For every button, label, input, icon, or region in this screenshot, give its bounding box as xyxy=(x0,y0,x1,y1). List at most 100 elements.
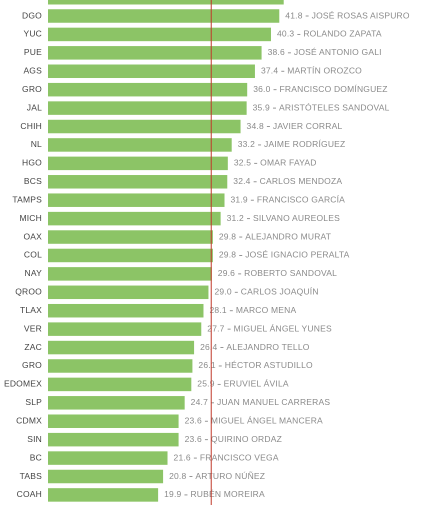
bar xyxy=(48,340,195,355)
category-label: PUE xyxy=(24,47,42,57)
category-label: BCS xyxy=(24,176,42,186)
category-label: GRO xyxy=(22,360,42,370)
name-label: FRANCISCO VEGA xyxy=(200,452,279,462)
category-label: CDMX xyxy=(16,415,42,425)
value-label: 29.6 xyxy=(218,268,235,278)
value-label: 31.9 xyxy=(231,194,248,204)
category-label: QROO xyxy=(15,287,42,297)
category-label: NL xyxy=(31,139,42,149)
bar xyxy=(48,451,168,465)
category-label: VER xyxy=(24,323,42,333)
value-label: 19.9 xyxy=(164,489,181,499)
bar xyxy=(48,432,179,447)
bar xyxy=(48,82,248,97)
value-label: 33.2 xyxy=(238,139,255,149)
name-label: CARLOS JOAQUÍN xyxy=(241,287,319,297)
value-label: 29.8 xyxy=(219,250,236,260)
category-label: CHIH xyxy=(20,121,42,131)
value-label: 21.6 xyxy=(174,452,191,462)
category-label: HGO xyxy=(22,158,42,168)
value-label: 37.4 xyxy=(261,66,278,76)
value-label: 32.4 xyxy=(233,176,250,186)
bar xyxy=(48,46,262,60)
category-label: SLP xyxy=(25,397,42,407)
name-label: HÉCTOR ASTUDILLO xyxy=(225,360,313,370)
name-label: ERUVIEL ÁVILA xyxy=(224,379,289,389)
name-label: JOSÉ IGNACIO PERALTA xyxy=(245,250,349,260)
name-label: ROLANDO ZAPATA xyxy=(303,29,381,39)
category-label: NAY xyxy=(25,268,43,278)
category-label: ZAC xyxy=(24,342,42,352)
bar xyxy=(48,396,185,410)
bar xyxy=(48,27,271,42)
bar xyxy=(48,414,179,428)
bar xyxy=(48,156,228,171)
name-label: JOSÉ ROSAS AISPURO xyxy=(312,10,410,20)
category-label: GRO xyxy=(22,84,42,94)
partial-bar xyxy=(48,0,284,5)
name-label: JAVIER CORRAL xyxy=(273,121,343,131)
bar xyxy=(48,359,193,373)
bar xyxy=(48,469,164,484)
value-label: 35.9 xyxy=(253,102,270,112)
name-label: CARLOS MENDOZA xyxy=(260,176,343,186)
category-label: JAL xyxy=(27,102,42,112)
category-label: EDOMEX xyxy=(4,379,42,389)
value-label: 41.8 xyxy=(285,10,302,20)
value-label: 32.5 xyxy=(234,158,251,168)
bar xyxy=(48,248,213,263)
bar xyxy=(48,488,159,502)
category-label: COL xyxy=(24,250,42,260)
bar xyxy=(48,193,225,207)
category-label: MICH xyxy=(19,213,42,223)
value-label: 34.8 xyxy=(247,121,264,131)
value-label: 26.1 xyxy=(198,360,215,370)
value-label: 23.6 xyxy=(185,415,202,425)
value-label: 25.9 xyxy=(197,379,214,389)
name-label: ARTURO NÚÑEZ xyxy=(195,471,265,481)
name-label: JUAN MANUEL CARRERAS xyxy=(217,397,330,407)
name-label: ALEJANDRO TELLO xyxy=(226,342,309,352)
bar xyxy=(48,9,280,23)
bar xyxy=(48,303,204,318)
bar xyxy=(48,230,213,244)
category-label: YUC xyxy=(23,29,42,39)
name-label: RUBÉN MOREIRA xyxy=(190,489,265,499)
name-label: FRANCISCO GARCÍA xyxy=(257,194,345,204)
bar xyxy=(48,175,228,189)
value-label: 40.3 xyxy=(277,29,294,39)
category-label: DGO xyxy=(22,10,42,20)
value-label: 29.0 xyxy=(214,287,231,297)
name-label: OMAR FAYAD xyxy=(260,158,316,168)
value-label: 29.8 xyxy=(219,231,236,241)
category-label: BC xyxy=(30,452,42,462)
value-label: 38.6 xyxy=(268,47,285,57)
category-label: TABS xyxy=(20,471,43,481)
name-label: FRANCISCO DOMÍNGUEZ xyxy=(280,84,388,94)
name-label: JAIME RODRÍGUEZ xyxy=(264,139,345,149)
value-label: 27.7 xyxy=(207,323,224,333)
value-label: 24.7 xyxy=(191,397,208,407)
name-label: ARISTÓTELES SANDOVAL xyxy=(279,102,390,112)
value-label: 36.0 xyxy=(253,84,270,94)
bar xyxy=(48,322,202,336)
category-label: TAMPS xyxy=(12,194,42,204)
bar xyxy=(48,138,232,152)
name-label: JOSÉ ANTONIO GALI xyxy=(294,47,382,57)
bar xyxy=(48,101,247,115)
name-label: SILVANO AUREOLES xyxy=(253,213,340,223)
bar xyxy=(48,64,255,79)
category-label: COAH xyxy=(17,489,42,499)
name-label: MIGUEL ÁNGEL MANCERA xyxy=(211,415,323,425)
name-label: ROBERTO SANDOVAL xyxy=(244,268,337,278)
category-label: TLAX xyxy=(20,305,42,315)
name-label: MARTÍN OROZCO xyxy=(287,66,362,76)
bar xyxy=(48,267,212,281)
name-label: ALEJANDRO MURAT xyxy=(245,231,331,241)
value-label: 28.1 xyxy=(209,305,226,315)
value-label: 31.2 xyxy=(227,213,244,223)
bar xyxy=(48,211,221,226)
value-label: 20.8 xyxy=(169,471,186,481)
bar xyxy=(48,377,192,392)
